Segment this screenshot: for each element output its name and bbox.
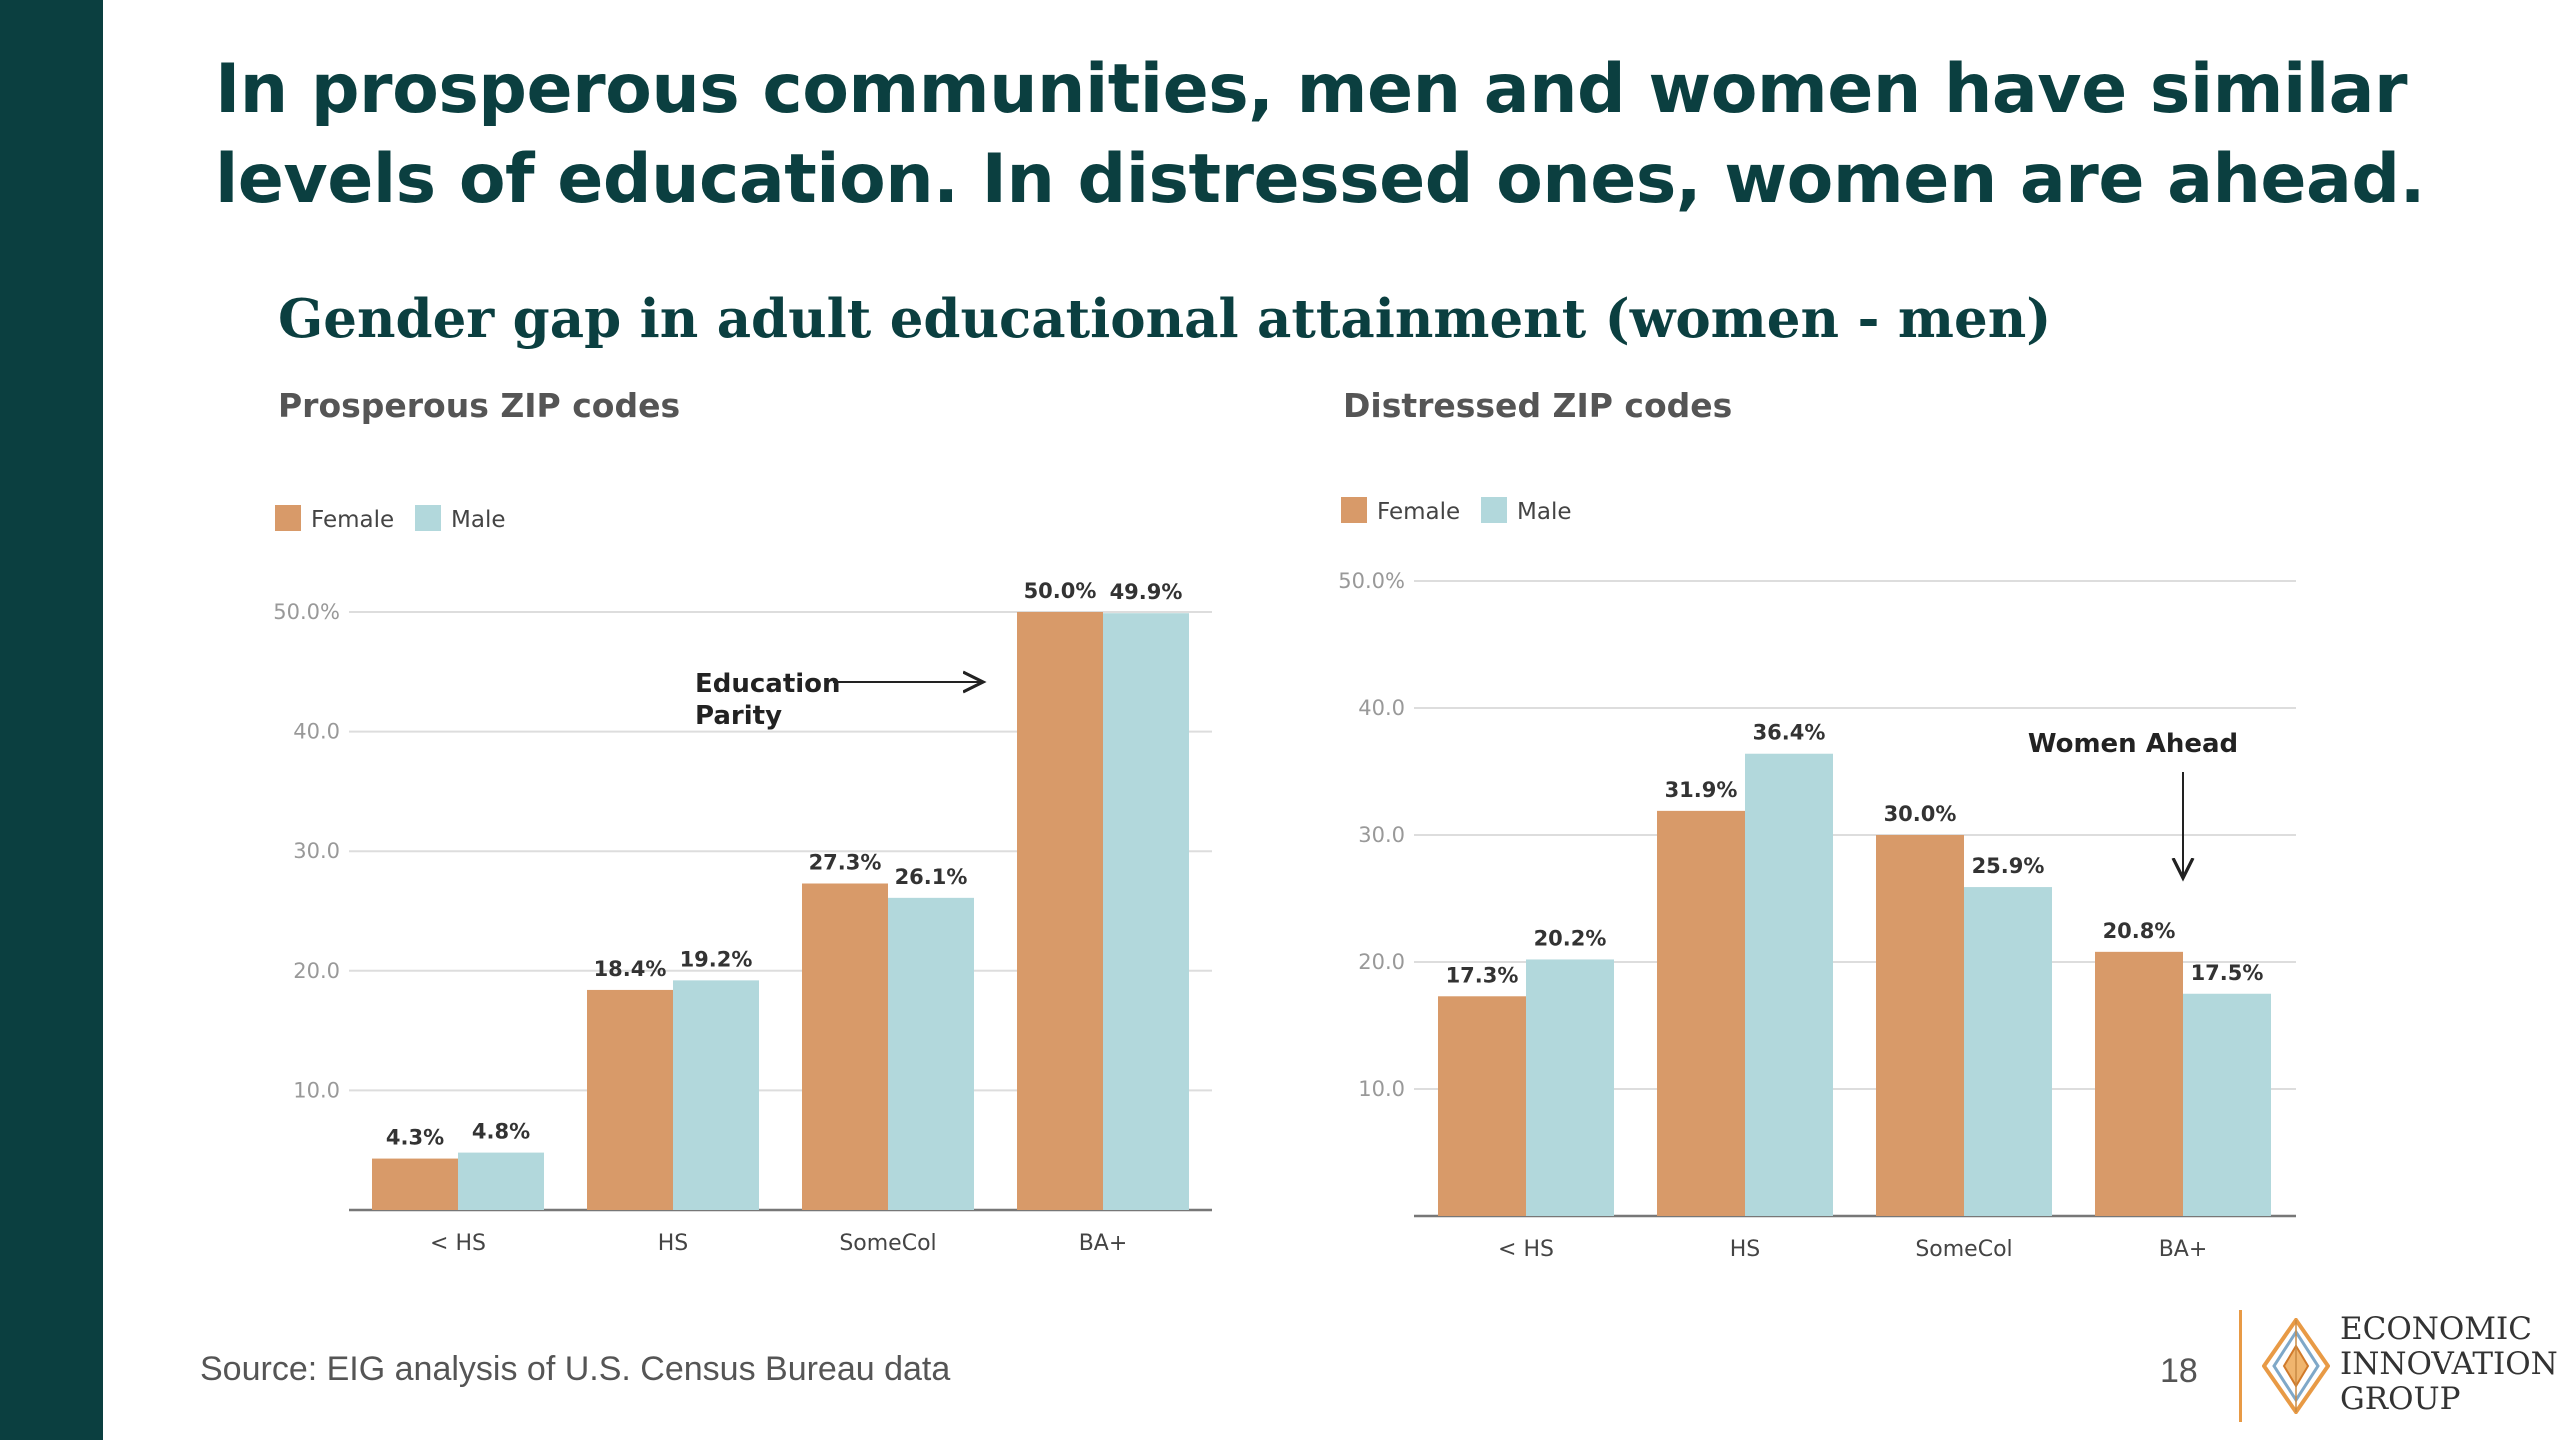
legend-swatch-male <box>1481 497 1507 523</box>
male-bar <box>1964 887 2052 1216</box>
male-bar <box>458 1152 544 1210</box>
legend-label: Male <box>451 507 505 533</box>
panel-title: Distressed ZIP codes <box>1343 386 1732 425</box>
female-bar <box>2095 951 2183 1216</box>
data-label: 27.3% <box>809 850 882 874</box>
eig-logo-icon <box>2262 1318 2330 1414</box>
y-tick-label: 50.0% <box>273 600 340 624</box>
female-bar <box>1017 612 1103 1210</box>
logo-line-2: INNOVATION <box>2340 1346 2558 1382</box>
y-tick-label: 20.0 <box>293 959 340 983</box>
x-category-label: HS <box>1730 1237 1761 1262</box>
data-label: 50.0% <box>1024 579 1097 603</box>
logo-divider <box>2239 1310 2242 1422</box>
source-note: Source: EIG analysis of U.S. Census Bure… <box>200 1350 951 1388</box>
female-bar <box>1876 835 1964 1216</box>
x-category-label: BA+ <box>1079 1231 1128 1256</box>
male-bar <box>1103 613 1189 1210</box>
legend-swatch-female <box>1341 497 1367 523</box>
y-tick-label: 10.0 <box>1358 1077 1405 1101</box>
logo-wordmark: ECONOMIC INNOVATION GROUP <box>2340 1312 2558 1417</box>
y-tick-label: 40.0 <box>293 720 340 744</box>
data-label: 18.4% <box>594 957 667 981</box>
data-label: 26.1% <box>895 865 968 889</box>
female-bar <box>587 989 673 1210</box>
page-headline: In prosperous communities, men and women… <box>215 50 2425 219</box>
legend-label: Male <box>1517 499 1571 525</box>
legend-label: Female <box>1377 499 1460 525</box>
data-label: 31.9% <box>1665 778 1738 802</box>
x-category-label: HS <box>658 1231 689 1256</box>
annotation-label: Parity <box>695 701 782 731</box>
data-label: 20.8% <box>2103 919 2176 943</box>
data-label: 49.9% <box>1110 580 1183 604</box>
female-bar <box>1438 996 1526 1216</box>
data-label: 4.8% <box>472 1120 530 1144</box>
male-bar <box>1745 753 1833 1216</box>
data-label: 17.3% <box>1446 963 1519 987</box>
x-category-label: SomeCol <box>839 1231 936 1256</box>
male-bar <box>673 980 759 1210</box>
data-label: 25.9% <box>1972 854 2045 878</box>
y-tick-label: 10.0 <box>293 1078 340 1102</box>
y-tick-label: 50.0% <box>1338 569 1405 593</box>
female-bar <box>372 1158 458 1210</box>
annotation-label: Education <box>695 669 841 699</box>
data-label: 19.2% <box>680 947 753 971</box>
x-category-label: BA+ <box>2159 1237 2208 1262</box>
male-bar <box>1526 959 1614 1216</box>
logo-line-1: ECONOMIC <box>2340 1311 2533 1347</box>
annotation-label: Women Ahead <box>2028 729 2238 759</box>
y-tick-label: 20.0 <box>1358 950 1405 974</box>
legend-swatch-female <box>275 505 301 531</box>
data-label: 17.5% <box>2191 961 2264 985</box>
side-accent-bar <box>0 0 103 1440</box>
x-category-label: < HS <box>430 1231 486 1256</box>
female-bar <box>1657 810 1745 1216</box>
y-tick-label: 30.0 <box>1358 823 1405 847</box>
data-label: 30.0% <box>1884 802 1957 826</box>
page-number: 18 <box>2160 1352 2198 1390</box>
data-label: 4.3% <box>386 1126 444 1150</box>
panel-title: Prosperous ZIP codes <box>278 386 680 425</box>
y-tick-label: 30.0 <box>293 839 340 863</box>
legend-swatch-male <box>415 505 441 531</box>
logo-line-3: GROUP <box>2340 1381 2461 1417</box>
x-category-label: < HS <box>1498 1237 1554 1262</box>
male-bar <box>888 897 974 1210</box>
data-label: 36.4% <box>1753 721 1826 745</box>
x-category-label: SomeCol <box>1915 1237 2012 1262</box>
data-label: 20.2% <box>1534 926 1607 950</box>
female-bar <box>802 883 888 1210</box>
y-tick-label: 40.0 <box>1358 696 1405 720</box>
chart-title: Gender gap in adult educational attainme… <box>278 288 2052 350</box>
legend-label: Female <box>311 507 394 533</box>
male-bar <box>2183 993 2271 1216</box>
